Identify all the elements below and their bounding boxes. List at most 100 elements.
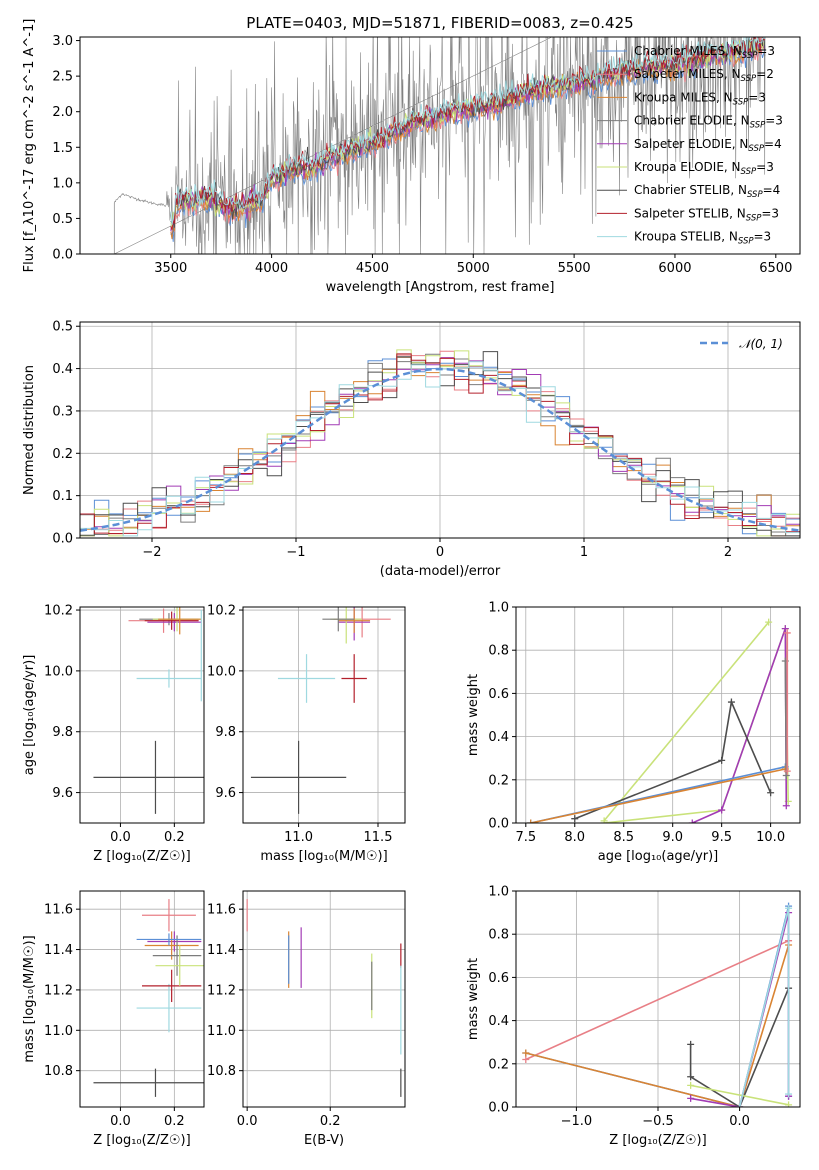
x-tick-label: −1 xyxy=(286,545,305,560)
legend-entry: Salpeter ELODIE, NSSP=4 xyxy=(634,137,782,154)
x-tick-label: 0.0 xyxy=(110,1114,131,1129)
legend-n: =2 xyxy=(756,67,774,81)
legend-n: =3 xyxy=(757,44,775,58)
x-axis-label: age [log₁₀(age/yr)] xyxy=(598,849,719,864)
y-tick-label: 1.0 xyxy=(52,176,73,191)
axes-border xyxy=(79,606,205,824)
x-tick-label: 0.2 xyxy=(164,1114,185,1129)
weight-marker xyxy=(782,771,790,779)
y-tick-label: 0.4 xyxy=(488,730,509,745)
y-tick-label: 2.0 xyxy=(52,105,73,120)
axes-frame: 0.0 0.2 10.8 11.0 11.2 11.4 11.6 Z [log₁₀(Z/Z☉)… xyxy=(22,890,205,1148)
chart-residuals: −2 −1 0 1 2 0.0 0.1 0.2 0.3 0.4 0.5 (data-model)/er… xyxy=(22,320,801,579)
x-tick-label: 11.5 xyxy=(364,830,393,845)
weight-marker xyxy=(688,819,696,823)
legend-entry: Salpeter MILES, NSSP=2 xyxy=(634,67,774,84)
weight-marker xyxy=(785,1090,793,1098)
legend-label: Chabrier ELODIE, N xyxy=(634,114,750,128)
x-tick-label: 5000 xyxy=(457,261,490,276)
y-tick-label: 10.0 xyxy=(44,664,73,679)
y-tick-label: 9.6 xyxy=(215,786,236,801)
y-tick-label: 2.5 xyxy=(52,70,73,85)
legend-sub: SSP xyxy=(750,121,766,131)
chart-age_vs_z: 0.0 0.2 9.6 9.8 10.0 10.2 Z [log₁₀(Z/Z☉)] age [… xyxy=(22,604,205,864)
y-tick-label: 0.2 xyxy=(52,447,73,462)
x-tick-label: 4000 xyxy=(255,261,288,276)
weight-line xyxy=(689,987,790,1107)
chart-age_vs_mass: 11.0 11.5 9.6 9.8 10.0 10.2 mass [log₁₀(M/M☉)] xyxy=(207,604,406,864)
y-axis-label: Flux [f_λ10^-17 erg cm^-2 s^-1 A^-1] xyxy=(22,19,37,273)
axes-border xyxy=(242,890,406,1108)
x-axis-label: mass [log₁₀(M/M☉)] xyxy=(260,849,387,864)
axes-frame: 0.0 0.2 10.8 11.0 11.2 11.4 11.6 E(B-V) xyxy=(207,890,406,1148)
y-tick-label: 9.8 xyxy=(215,725,236,740)
y-axis-label: age [log₁₀(age/yr)] xyxy=(22,655,37,776)
weight-line xyxy=(603,621,770,822)
weight-marker xyxy=(718,806,726,814)
figure-title: PLATE=0403, MJD=51871, FIBERID=0083, z=0… xyxy=(246,14,633,32)
weight-marker xyxy=(522,1049,530,1057)
y-tick-label: 0.4 xyxy=(488,1014,509,1029)
legend-label: Salpeter ELODIE, N xyxy=(634,137,748,151)
y-tick-label: 11.6 xyxy=(44,903,73,918)
weight-line xyxy=(525,939,789,1061)
axes-frame: 11.0 11.5 9.6 9.8 10.0 10.2 mass [log₁₀(M/M☉)] xyxy=(207,604,406,864)
x-tick-label: 0.2 xyxy=(320,1114,341,1129)
plot-area xyxy=(80,349,800,537)
x-tick-label: 10.0 xyxy=(756,830,785,845)
y-tick-label: 10.2 xyxy=(44,604,73,619)
y-tick-label: 9.8 xyxy=(52,725,73,740)
y-tick-label: 11.0 xyxy=(44,1024,73,1039)
weight-line xyxy=(604,628,789,823)
weight-marker xyxy=(785,904,793,912)
x-tick-label: −1.0 xyxy=(561,1114,593,1129)
y-tick-label: 0.6 xyxy=(488,971,509,986)
y-tick-label: 0.2 xyxy=(488,773,509,788)
y-tick-label: 11.0 xyxy=(207,1024,236,1039)
plot-area xyxy=(93,899,204,1097)
model-line-kroupa-stelib xyxy=(170,37,766,226)
y-tick-label: 10.8 xyxy=(44,1064,73,1079)
weight-marker xyxy=(527,819,535,823)
axes-frame: 3500 4000 4500 5000 5500 6000 6500 0.0 0.5 1.0 1.5… xyxy=(22,19,801,295)
legend-n: =3 xyxy=(761,206,779,220)
x-axis-label: (data-model)/error xyxy=(380,564,501,579)
chart-weight_vs_z: −1.0 −0.5 0.0 0.0 0.2 0.4 0.6 0.8 1.0 Z [log₁₀(Z/… xyxy=(466,885,801,1148)
weight-marker xyxy=(765,618,773,626)
legend-sub: SSP xyxy=(741,167,757,177)
axes-border xyxy=(515,606,801,824)
y-tick-label: 10.8 xyxy=(207,1064,236,1079)
legend-n: =3 xyxy=(765,114,783,128)
axes-border xyxy=(242,606,406,824)
x-tick-label: 0 xyxy=(436,545,444,560)
weight-marker xyxy=(767,789,775,797)
x-tick-label: 3500 xyxy=(154,261,187,276)
legend-label: Salpeter STELIB, N xyxy=(634,206,746,220)
x-axis-label: Z [log₁₀(Z/Z☉)] xyxy=(93,1133,190,1148)
y-tick-label: 0.8 xyxy=(488,644,509,659)
y-axis-label: Normed distribution xyxy=(22,365,37,495)
legend-sub: SSP xyxy=(747,190,763,200)
y-tick-label: 0.5 xyxy=(52,212,73,227)
weight-marker xyxy=(687,1040,695,1048)
legend-sub: SSP xyxy=(742,51,758,61)
weight-line xyxy=(690,1084,789,1106)
x-tick-label: −0.5 xyxy=(642,1114,674,1129)
x-tick-label: 6500 xyxy=(759,261,792,276)
y-tick-label: 0.4 xyxy=(52,362,73,377)
x-axis-label: E(B-V) xyxy=(304,1133,344,1148)
legend-entry: Chabrier STELIB, NSSP=4 xyxy=(634,183,780,200)
x-tick-label: 6000 xyxy=(658,261,691,276)
y-tick-label: 3.0 xyxy=(52,34,73,49)
y-tick-label: 11.4 xyxy=(207,943,236,958)
weight-marker xyxy=(687,1094,695,1102)
y-tick-label: 9.6 xyxy=(52,786,73,801)
legend-n: =4 xyxy=(763,183,781,197)
legend-label: Kroupa STELIB, N xyxy=(634,230,738,244)
weight-marker xyxy=(687,1073,695,1081)
legend-sub: SSP xyxy=(738,237,754,247)
weight-marker xyxy=(736,1103,744,1107)
legend-label: Kroupa ELODIE, N xyxy=(634,160,741,174)
axes-border xyxy=(79,890,205,1108)
chart-mass_vs_z: 0.0 0.2 10.8 11.0 11.2 11.4 11.6 Z [log₁₀(Z/Z☉)… xyxy=(22,890,205,1148)
